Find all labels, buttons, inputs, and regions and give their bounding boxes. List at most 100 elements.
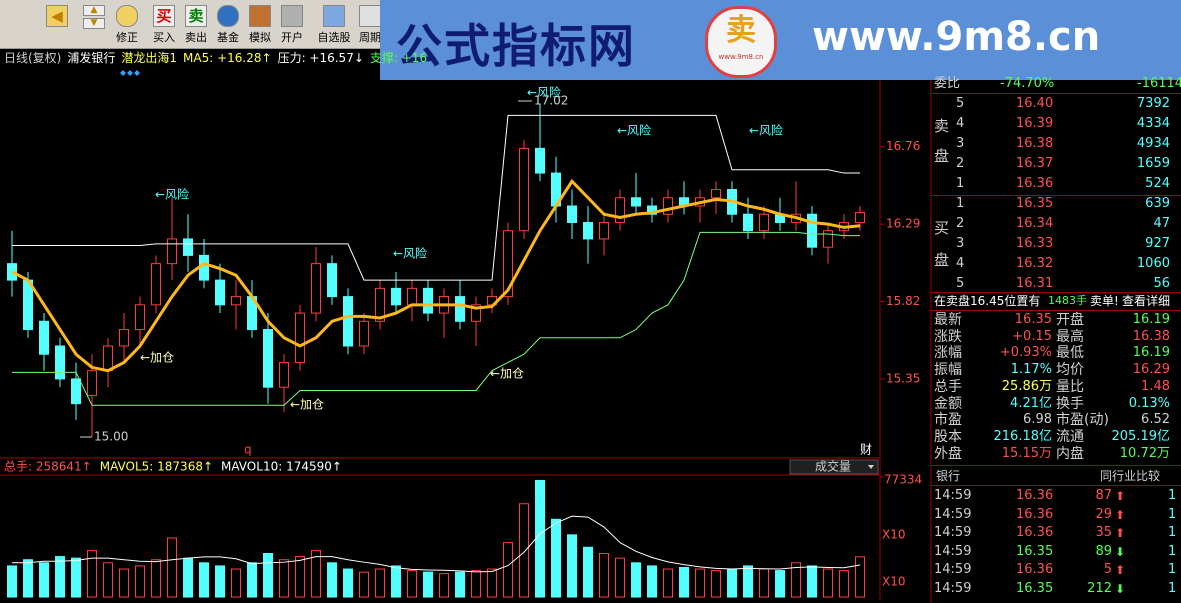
stat-label: 市盈(动)	[1056, 412, 1109, 429]
volume: 7392	[1136, 96, 1170, 111]
page-up-button[interactable]: ▲ ▼	[82, 3, 106, 45]
volume-bar	[295, 556, 305, 598]
volume-bar	[231, 568, 241, 598]
volume-bar	[279, 559, 289, 598]
tick-count: 1	[1168, 581, 1177, 596]
level: 1	[956, 176, 965, 191]
indicator-dropdown[interactable]	[789, 459, 879, 475]
volume-bar	[407, 570, 417, 598]
tick-count: 1	[1168, 488, 1177, 503]
toolbar-button[interactable]: 周期	[358, 3, 382, 45]
price: 16.31	[1016, 276, 1054, 291]
indicator-line	[12, 114, 860, 281]
level: 1	[956, 196, 965, 211]
candle-body	[823, 230, 833, 248]
info-item: 日线(复权)	[4, 51, 62, 65]
candle-body	[279, 361, 289, 388]
stat-label: 最新	[934, 312, 962, 328]
tick-time: 14:59	[934, 488, 972, 503]
tab[interactable]: 同行业比较	[1100, 469, 1161, 483]
tab[interactable]: 银行	[936, 469, 961, 483]
signal-markers	[120, 70, 140, 76]
toolbar-button[interactable]: 开户	[278, 3, 306, 45]
volume-bar	[23, 559, 33, 598]
tick-time: 14:59	[934, 562, 972, 578]
side-label: 盘	[934, 147, 950, 165]
toolbar-button[interactable]: 自选股	[314, 3, 354, 45]
tick-price: 16.36	[1016, 506, 1054, 522]
divider	[932, 195, 1181, 196]
tick-volume: 35	[1095, 525, 1112, 541]
volume-bar	[599, 552, 609, 598]
stat-label: 均价	[1056, 362, 1084, 379]
y-tick-label: 16.29	[886, 217, 920, 231]
candle-body	[215, 279, 225, 306]
volume: 4934	[1136, 136, 1170, 151]
tick-time: 14:59	[934, 506, 972, 522]
tick-time: 14:59	[934, 581, 972, 596]
volume-bar	[71, 557, 81, 598]
tick-price: 16.35	[1016, 581, 1054, 596]
button-label: 模拟	[249, 31, 271, 44]
volume-bar	[183, 557, 193, 598]
candle-body	[295, 312, 305, 363]
notice-link[interactable]: 查看详细	[1122, 294, 1171, 308]
price: 16.34	[1016, 216, 1054, 231]
price: 16.33	[1016, 236, 1054, 251]
candle-body	[599, 221, 609, 240]
candle-body	[135, 304, 145, 331]
volume: 639	[1145, 196, 1170, 211]
stat-label: 流通	[1056, 428, 1084, 445]
candle-body	[103, 345, 113, 372]
back-button[interactable]: ◀	[42, 3, 72, 45]
stat-value: +0.15	[1012, 328, 1052, 344]
candle-body	[231, 296, 241, 306]
annotation: ←加仓	[290, 398, 324, 412]
price: 16.32	[1016, 256, 1054, 271]
stat-label: 总手	[934, 378, 962, 395]
toolbar-button[interactable]: 修正	[112, 3, 142, 45]
indicator-line	[12, 231, 860, 406]
candle-body	[583, 221, 593, 240]
side-label: 盘	[934, 251, 950, 269]
stat-value: +0.93%	[999, 345, 1052, 361]
banner-url: www.9m8.cn	[812, 14, 1101, 60]
logo-url: www.9m8.cn	[718, 53, 764, 61]
volume-header: 总手: 258641↑	[4, 460, 92, 474]
annotation: 17.02	[534, 94, 568, 108]
volume-ma-line	[12, 515, 861, 573]
button-icon: 买	[153, 5, 175, 27]
toolbar-button[interactable]: 基金	[214, 3, 242, 45]
stat-value: 16.35	[1014, 312, 1052, 327]
volume-bar	[727, 568, 737, 598]
volume-bar	[679, 566, 689, 598]
annotation: ←风险	[155, 187, 189, 202]
volume-bar	[487, 568, 497, 598]
tick-arrow: ⬆	[1115, 489, 1126, 503]
tick-count: 1	[1168, 543, 1177, 559]
candle-body	[631, 197, 641, 207]
y-tick-label: 16.76	[886, 139, 920, 153]
volume: 56	[1153, 276, 1170, 291]
candle-body	[359, 320, 369, 347]
level: 2	[956, 156, 965, 171]
stat-label: 金额	[934, 395, 962, 412]
toolbar-button[interactable]: 买买入	[150, 3, 178, 45]
volume-bar	[215, 565, 225, 598]
volume: 1659	[1136, 156, 1170, 171]
volume: 1060	[1136, 256, 1170, 271]
candle-body	[503, 230, 513, 298]
candle-body	[519, 147, 529, 232]
toolbar-button[interactable]: 卖卖出	[182, 3, 210, 45]
volume-header: MAVOL5: 187368↑	[100, 460, 213, 474]
level: 3	[956, 136, 965, 151]
button-label: 买入	[153, 31, 175, 44]
toolbar-button[interactable]: 模拟	[246, 3, 274, 45]
dropdown-arrow	[868, 465, 874, 469]
annotation: ←风险	[393, 246, 427, 261]
price: 16.37	[1016, 156, 1054, 171]
info-item: 潜龙出海1	[121, 51, 178, 65]
volume-bar	[55, 556, 65, 598]
level: 5	[956, 276, 965, 291]
side-label: 买	[934, 219, 950, 237]
